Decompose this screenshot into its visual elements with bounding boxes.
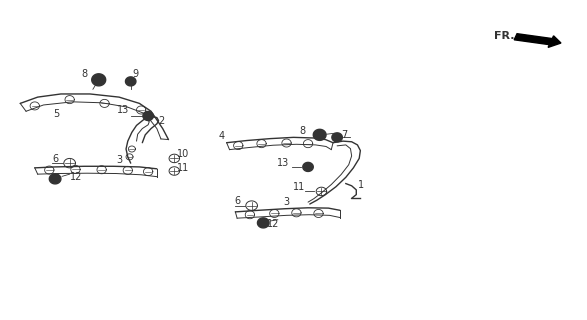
Text: 3: 3 <box>283 197 289 207</box>
Text: 11: 11 <box>293 182 305 192</box>
Polygon shape <box>313 129 326 140</box>
Polygon shape <box>332 133 342 142</box>
Polygon shape <box>303 162 313 172</box>
Text: 13: 13 <box>277 157 289 167</box>
Text: 6: 6 <box>52 154 58 164</box>
Text: FR.: FR. <box>494 31 515 41</box>
Text: 8: 8 <box>81 68 87 78</box>
Text: 4: 4 <box>219 132 225 141</box>
Text: 7: 7 <box>341 130 348 140</box>
Text: 2: 2 <box>158 116 165 126</box>
Text: 1: 1 <box>357 180 363 189</box>
Text: 9: 9 <box>133 69 139 79</box>
Polygon shape <box>143 111 153 121</box>
Text: 3: 3 <box>116 155 122 165</box>
Polygon shape <box>49 174 61 184</box>
Polygon shape <box>258 218 269 228</box>
FancyArrow shape <box>514 34 561 47</box>
Text: 10: 10 <box>177 149 189 159</box>
Text: 12: 12 <box>70 172 82 182</box>
Text: 5: 5 <box>53 109 60 119</box>
Text: 13: 13 <box>117 105 130 115</box>
Text: 6: 6 <box>234 196 240 206</box>
Text: 8: 8 <box>299 126 305 136</box>
Text: 11: 11 <box>177 163 189 173</box>
Polygon shape <box>126 77 136 86</box>
Polygon shape <box>92 74 106 86</box>
Text: 12: 12 <box>267 220 280 229</box>
